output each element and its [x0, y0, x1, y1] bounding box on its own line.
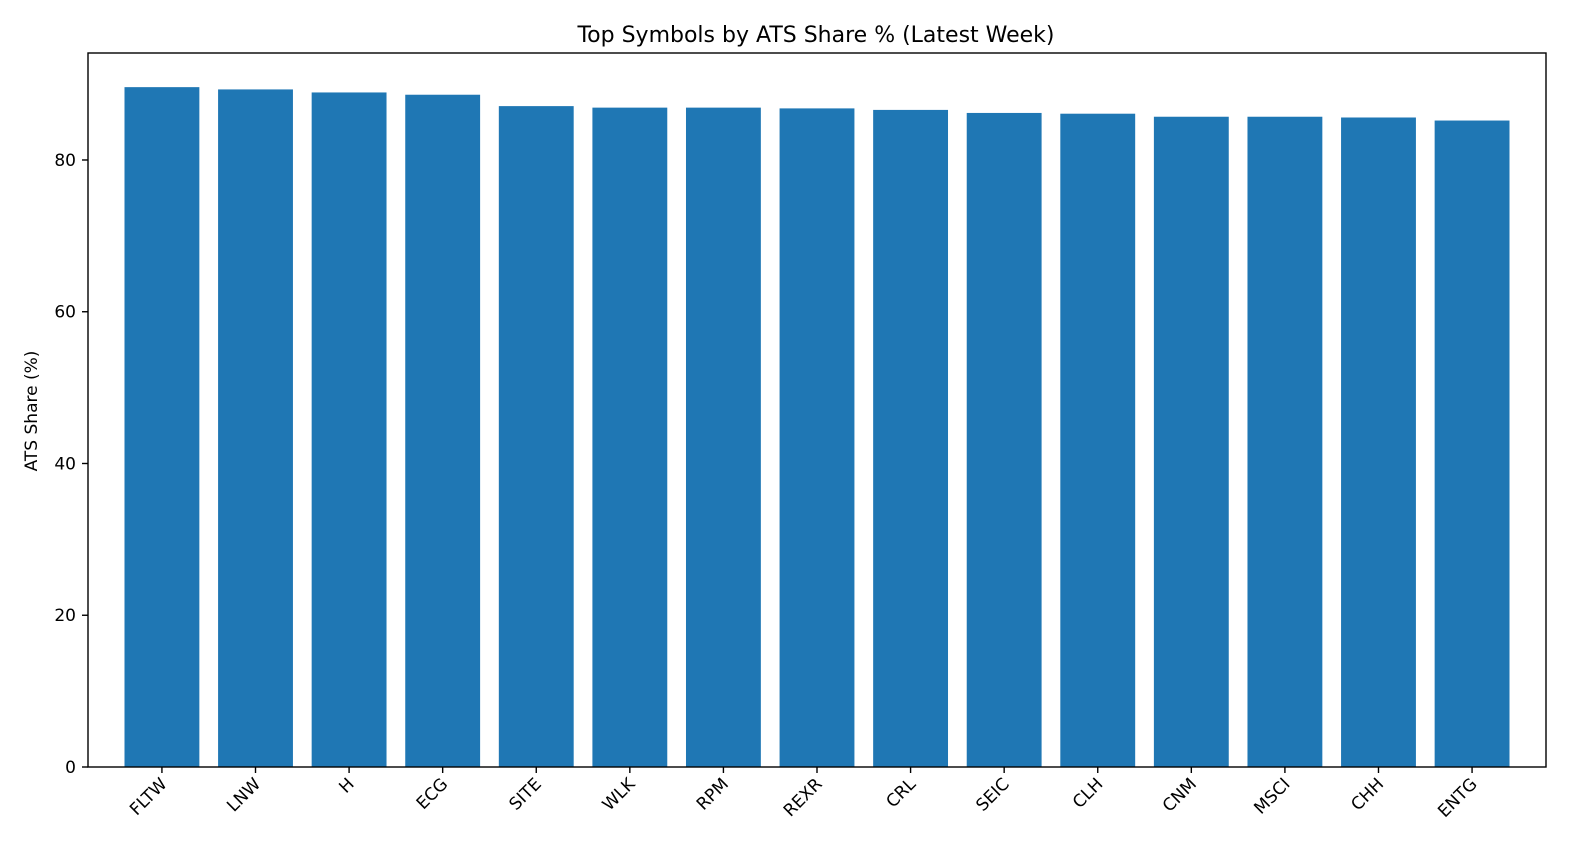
bar-cnm	[1153, 116, 1229, 767]
x-tick-label: REXR	[780, 774, 827, 821]
x-axis-ticks: FLTW LNW H ECG SITE WLK RPM REXR CRL SEIC CLH CNM MS…	[126, 767, 1482, 822]
bar-site	[498, 106, 574, 767]
y-tick-label: 40	[54, 454, 76, 474]
y-axis-ticks: 0 20 40 60 80	[54, 151, 88, 778]
bar-entg	[1434, 120, 1510, 768]
bars-group	[124, 87, 1510, 768]
y-tick-label: 0	[65, 758, 76, 778]
x-tick-label: CLH	[1069, 774, 1107, 812]
x-tick-label: SITE	[506, 774, 546, 814]
y-tick-label: 60	[54, 303, 76, 323]
x-tick-label: LNW	[223, 774, 265, 816]
x-tick-label: ENTG	[1434, 774, 1481, 821]
x-tick-label: CHH	[1347, 774, 1388, 815]
bar-msci	[1247, 116, 1323, 767]
bar-rexr	[779, 108, 855, 767]
y-axis-label: ATS Share (%)	[22, 351, 42, 472]
bar-crl	[873, 109, 949, 768]
bar-lnw	[218, 89, 293, 767]
y-tick-label: 80	[54, 151, 76, 171]
plot-frame	[87, 52, 1547, 768]
bar-wlk	[592, 107, 668, 768]
chart-title: Top Symbols by ATS Share % (Latest Week)	[576, 23, 1054, 48]
x-tick-label: CNM	[1159, 774, 1201, 816]
y-tick-label: 20	[54, 606, 76, 626]
bar-chh	[1341, 117, 1416, 767]
bar-seic	[966, 112, 1042, 767]
bar-h	[311, 92, 387, 768]
x-tick-label: RPM	[693, 774, 733, 814]
x-tick-label: ECG	[413, 774, 452, 813]
bar-fltw	[124, 87, 200, 767]
x-tick-label: WLK	[599, 774, 640, 815]
x-tick-label: FLTW	[126, 774, 171, 819]
bar-ecg	[405, 94, 481, 768]
x-tick-label: SEIC	[972, 774, 1013, 815]
x-tick-label: MSCI	[1250, 774, 1294, 818]
x-tick-label: CRL	[883, 774, 921, 812]
x-tick-label: H	[335, 774, 358, 797]
bar-clh	[1060, 113, 1136, 768]
bar-rpm	[685, 107, 761, 768]
